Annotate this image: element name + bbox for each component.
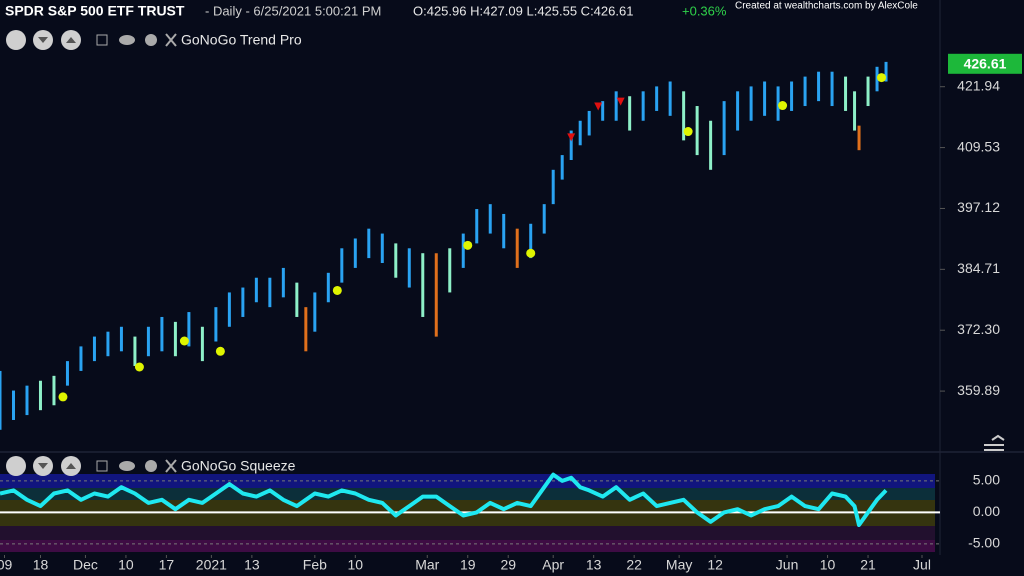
y-tick-label: 372.30 [957, 321, 1000, 337]
band [0, 488, 935, 500]
menu-icon[interactable] [984, 434, 1005, 451]
y-tick-label: 5.00 [973, 472, 1000, 488]
x-tick-label: 19 [460, 557, 476, 573]
x-tick-label: 22 [626, 557, 642, 573]
x-tick-label: 13 [244, 557, 260, 573]
ohlc: O:425.96 H:427.09 L:425.55 C:426.61 [413, 3, 633, 18]
symbol: SPDR S&P 500 ETF TRUST [5, 3, 185, 19]
close-button[interactable] [165, 459, 177, 473]
x-tick-label: Dec [73, 557, 98, 573]
settings-button[interactable] [145, 34, 157, 46]
go-dot [683, 127, 693, 137]
go-dot [526, 248, 536, 258]
x-tick-label: 17 [159, 557, 175, 573]
go-dot [134, 362, 144, 372]
y-tick-label: 397.12 [957, 199, 1000, 215]
arrows [38, 37, 76, 43]
go-dot [877, 73, 887, 83]
last-price-box [948, 53, 1022, 74]
go-dot [179, 336, 189, 346]
y-tick-label: 421.94 [957, 77, 1000, 93]
indicator-title: GoNoGo Squeeze [181, 458, 296, 474]
x-tick-label: Mar [415, 557, 439, 573]
band [0, 540, 935, 552]
x-tick-label: Feb [303, 557, 327, 573]
go-dot [58, 392, 68, 402]
x-tick-label: 10 [118, 557, 134, 573]
squeeze-line [0, 472, 888, 527]
menu-lines [984, 434, 1005, 451]
go-dot [778, 101, 788, 111]
y-tick-label: -5.00 [968, 535, 1000, 551]
credit: Created at wealthcharts.com by AlexCole [735, 1, 918, 12]
info: - Daily - 6/25/2021 5:00:21 PM [205, 3, 381, 18]
y-tick-label: 0.00 [973, 503, 1000, 519]
change: +0.36% [682, 3, 727, 18]
go-dot [332, 285, 342, 295]
last-price-label: 426.61 [964, 56, 1007, 72]
x-tick-label: 10 [348, 557, 364, 573]
x-tick-label: 2021 [196, 557, 227, 573]
band [0, 474, 935, 488]
x-tick-label: 10 [820, 557, 836, 573]
indicator-title: GoNoGo Trend Pro [181, 32, 302, 48]
band [0, 526, 935, 540]
y-tick-label: 384.71 [957, 260, 1000, 276]
x-tick-label: 09 [0, 557, 12, 573]
collapse-button[interactable] [96, 460, 108, 472]
collapse-button[interactable] [96, 34, 108, 46]
toolbar-trend[interactable] [6, 30, 177, 50]
signal-triangle [594, 102, 603, 111]
x-tick-label: 21 [860, 557, 876, 573]
visibility-button[interactable] [119, 35, 135, 45]
settings-button[interactable] [145, 460, 157, 472]
x-tick-label: Apr [542, 557, 564, 573]
x-tick-label: Jun [776, 557, 799, 573]
close-button[interactable] [165, 33, 177, 47]
signal-triangle [567, 133, 576, 142]
x-tick-label: Jul [913, 557, 931, 573]
y-tick-label: 359.89 [957, 382, 1000, 398]
x-tick-label: 18 [33, 557, 49, 573]
x-tick-label: 13 [586, 557, 602, 573]
go-dot [463, 240, 473, 250]
go-dot [215, 346, 225, 356]
x-tick-label: 12 [707, 557, 723, 573]
signal-triangle [616, 97, 625, 106]
y-tick-label: 409.53 [957, 138, 1000, 154]
toolbar-squeeze[interactable] [6, 456, 177, 476]
x-tick-label: 29 [500, 557, 516, 573]
expand-button[interactable] [6, 456, 26, 476]
x-tick-label: May [666, 557, 692, 573]
arrows [38, 463, 76, 469]
visibility-button[interactable] [119, 461, 135, 471]
expand-button[interactable] [6, 30, 26, 50]
